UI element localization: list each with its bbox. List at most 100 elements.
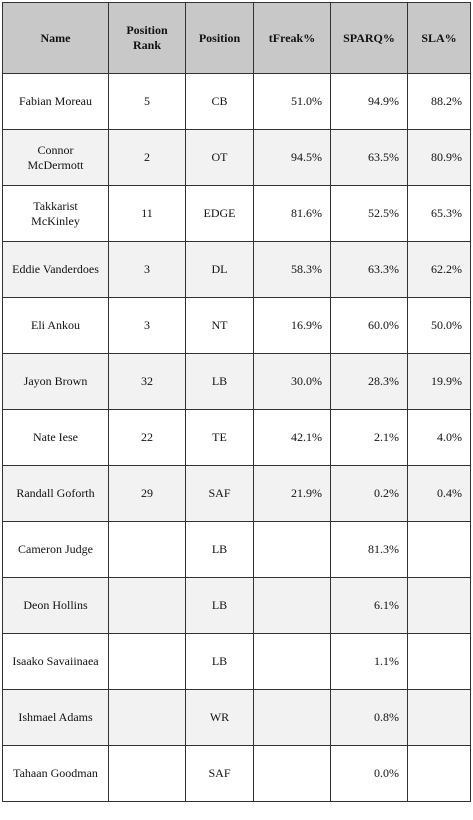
cell-name: Jayon Brown xyxy=(2,353,109,410)
cell-sla xyxy=(407,633,471,690)
cell-tfreak: 81.6% xyxy=(253,185,331,242)
cell-tfreak: 30.0% xyxy=(253,353,331,410)
cell-sparq: 52.5% xyxy=(330,185,408,242)
cell-sparq: 2.1% xyxy=(330,409,408,466)
cell-position: WR xyxy=(185,689,254,746)
cell-position: SAF xyxy=(185,745,254,802)
cell-position: LB xyxy=(185,521,254,578)
cell-name: Ishmael Adams xyxy=(2,689,109,746)
cell-position-rank: 3 xyxy=(108,241,186,298)
cell-position-rank xyxy=(108,633,186,690)
cell-position-rank xyxy=(108,689,186,746)
table-row: Connor McDermott 2 OT 94.5% 63.5% 80.9% xyxy=(2,129,471,186)
cell-sla xyxy=(407,745,471,802)
cell-sparq: 6.1% xyxy=(330,577,408,634)
cell-tfreak: 21.9% xyxy=(253,465,331,522)
cell-sparq: 81.3% xyxy=(330,521,408,578)
cell-position: TE xyxy=(185,409,254,466)
cell-position: SAF xyxy=(185,465,254,522)
cell-position-rank: 2 xyxy=(108,129,186,186)
cell-name: Takkarist McKinley xyxy=(2,185,109,242)
cell-position: NT xyxy=(185,297,254,354)
cell-sla: 50.0% xyxy=(407,297,471,354)
cell-sla: 80.9% xyxy=(407,129,471,186)
cell-sparq: 0.2% xyxy=(330,465,408,522)
table-row: Eddie Vanderdoes 3 DL 58.3% 63.3% 62.2% xyxy=(2,241,471,298)
cell-position-rank: 3 xyxy=(108,297,186,354)
cell-tfreak: 51.0% xyxy=(253,73,331,130)
cell-sla: 62.2% xyxy=(407,241,471,298)
table-row: Nate Iese 22 TE 42.1% 2.1% 4.0% xyxy=(2,409,471,466)
table-row: Fabian Moreau 5 CB 51.0% 94.9% 88.2% xyxy=(2,73,471,130)
table-body: Fabian Moreau 5 CB 51.0% 94.9% 88.2% Connor Mc… xyxy=(2,73,471,802)
cell-tfreak: 16.9% xyxy=(253,297,331,354)
table-row: Tahaan Goodman SAF 0.0% xyxy=(2,745,471,802)
cell-name: Cameron Judge xyxy=(2,521,109,578)
header-position-rank: Position Rank xyxy=(108,2,186,74)
table-row: Randall Goforth 29 SAF 21.9% 0.2% 0.4% xyxy=(2,465,471,522)
cell-tfreak: 42.1% xyxy=(253,409,331,466)
table-header: Name Position Rank Position tFreak% SPAR… xyxy=(2,2,471,74)
cell-name: Eli Ankou xyxy=(2,297,109,354)
cell-tfreak xyxy=(253,521,331,578)
cell-sparq: 1.1% xyxy=(330,633,408,690)
cell-tfreak xyxy=(253,689,331,746)
prospects-table: Name Position Rank Position tFreak% SPAR… xyxy=(2,2,471,802)
header-sparq: SPARQ% xyxy=(330,2,408,74)
cell-sla: 19.9% xyxy=(407,353,471,410)
cell-sparq: 0.0% xyxy=(330,745,408,802)
cell-sla: 65.3% xyxy=(407,185,471,242)
cell-name: Connor McDermott xyxy=(2,129,109,186)
cell-tfreak: 94.5% xyxy=(253,129,331,186)
header-sla: SLA% xyxy=(407,2,471,74)
cell-sparq: 63.3% xyxy=(330,241,408,298)
cell-tfreak xyxy=(253,633,331,690)
cell-position-rank xyxy=(108,745,186,802)
cell-tfreak xyxy=(253,577,331,634)
cell-name: Isaako Savaiinaea xyxy=(2,633,109,690)
cell-sparq: 60.0% xyxy=(330,297,408,354)
cell-sparq: 63.5% xyxy=(330,129,408,186)
cell-position: DL xyxy=(185,241,254,298)
cell-name: Nate Iese xyxy=(2,409,109,466)
header-row: Name Position Rank Position tFreak% SPAR… xyxy=(2,2,471,74)
cell-sla: 88.2% xyxy=(407,73,471,130)
cell-tfreak xyxy=(253,745,331,802)
header-position: Position xyxy=(185,2,254,74)
cell-position: OT xyxy=(185,129,254,186)
cell-sla xyxy=(407,577,471,634)
cell-sparq: 94.9% xyxy=(330,73,408,130)
table-row: Ishmael Adams WR 0.8% xyxy=(2,689,471,746)
cell-position-rank xyxy=(108,577,186,634)
table-row: Eli Ankou 3 NT 16.9% 60.0% 50.0% xyxy=(2,297,471,354)
cell-position-rank: 22 xyxy=(108,409,186,466)
cell-position-rank: 11 xyxy=(108,185,186,242)
cell-position: LB xyxy=(185,633,254,690)
cell-sparq: 28.3% xyxy=(330,353,408,410)
cell-position-rank: 5 xyxy=(108,73,186,130)
cell-position-rank: 32 xyxy=(108,353,186,410)
header-name: Name xyxy=(2,2,109,74)
cell-position: EDGE xyxy=(185,185,254,242)
cell-position-rank xyxy=(108,521,186,578)
cell-sla: 0.4% xyxy=(407,465,471,522)
table-row: Deon Hollins LB 6.1% xyxy=(2,577,471,634)
cell-position: CB xyxy=(185,73,254,130)
cell-position-rank: 29 xyxy=(108,465,186,522)
cell-sla xyxy=(407,689,471,746)
cell-name: Fabian Moreau xyxy=(2,73,109,130)
cell-position: LB xyxy=(185,577,254,634)
header-tfreak: tFreak% xyxy=(253,2,331,74)
cell-sla xyxy=(407,521,471,578)
table-row: Cameron Judge LB 81.3% xyxy=(2,521,471,578)
cell-name: Eddie Vanderdoes xyxy=(2,241,109,298)
cell-sparq: 0.8% xyxy=(330,689,408,746)
table-row: Takkarist McKinley 11 EDGE 81.6% 52.5% 65.3% xyxy=(2,185,471,242)
cell-name: Randall Goforth xyxy=(2,465,109,522)
table-row: Jayon Brown 32 LB 30.0% 28.3% 19.9% xyxy=(2,353,471,410)
cell-tfreak: 58.3% xyxy=(253,241,331,298)
table-row: Isaako Savaiinaea LB 1.1% xyxy=(2,633,471,690)
cell-sla: 4.0% xyxy=(407,409,471,466)
cell-name: Deon Hollins xyxy=(2,577,109,634)
cell-name: Tahaan Goodman xyxy=(2,745,109,802)
